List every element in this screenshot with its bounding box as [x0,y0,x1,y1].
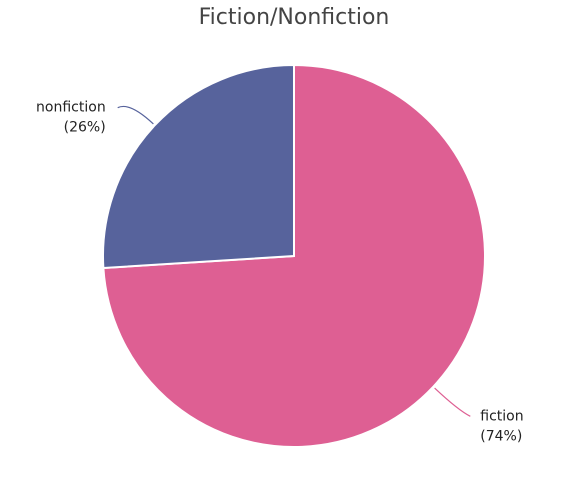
slice-label: nonfiction [36,100,106,116]
leader-line [117,105,154,125]
chart-title: Fiction/Nonfiction [199,5,390,30]
leader-line [434,387,471,417]
pie-slice [102,63,295,270]
slice-label: fiction [480,408,523,424]
slice-value-label: (74%) [480,428,522,444]
slice-value-label: (26%) [64,120,106,136]
